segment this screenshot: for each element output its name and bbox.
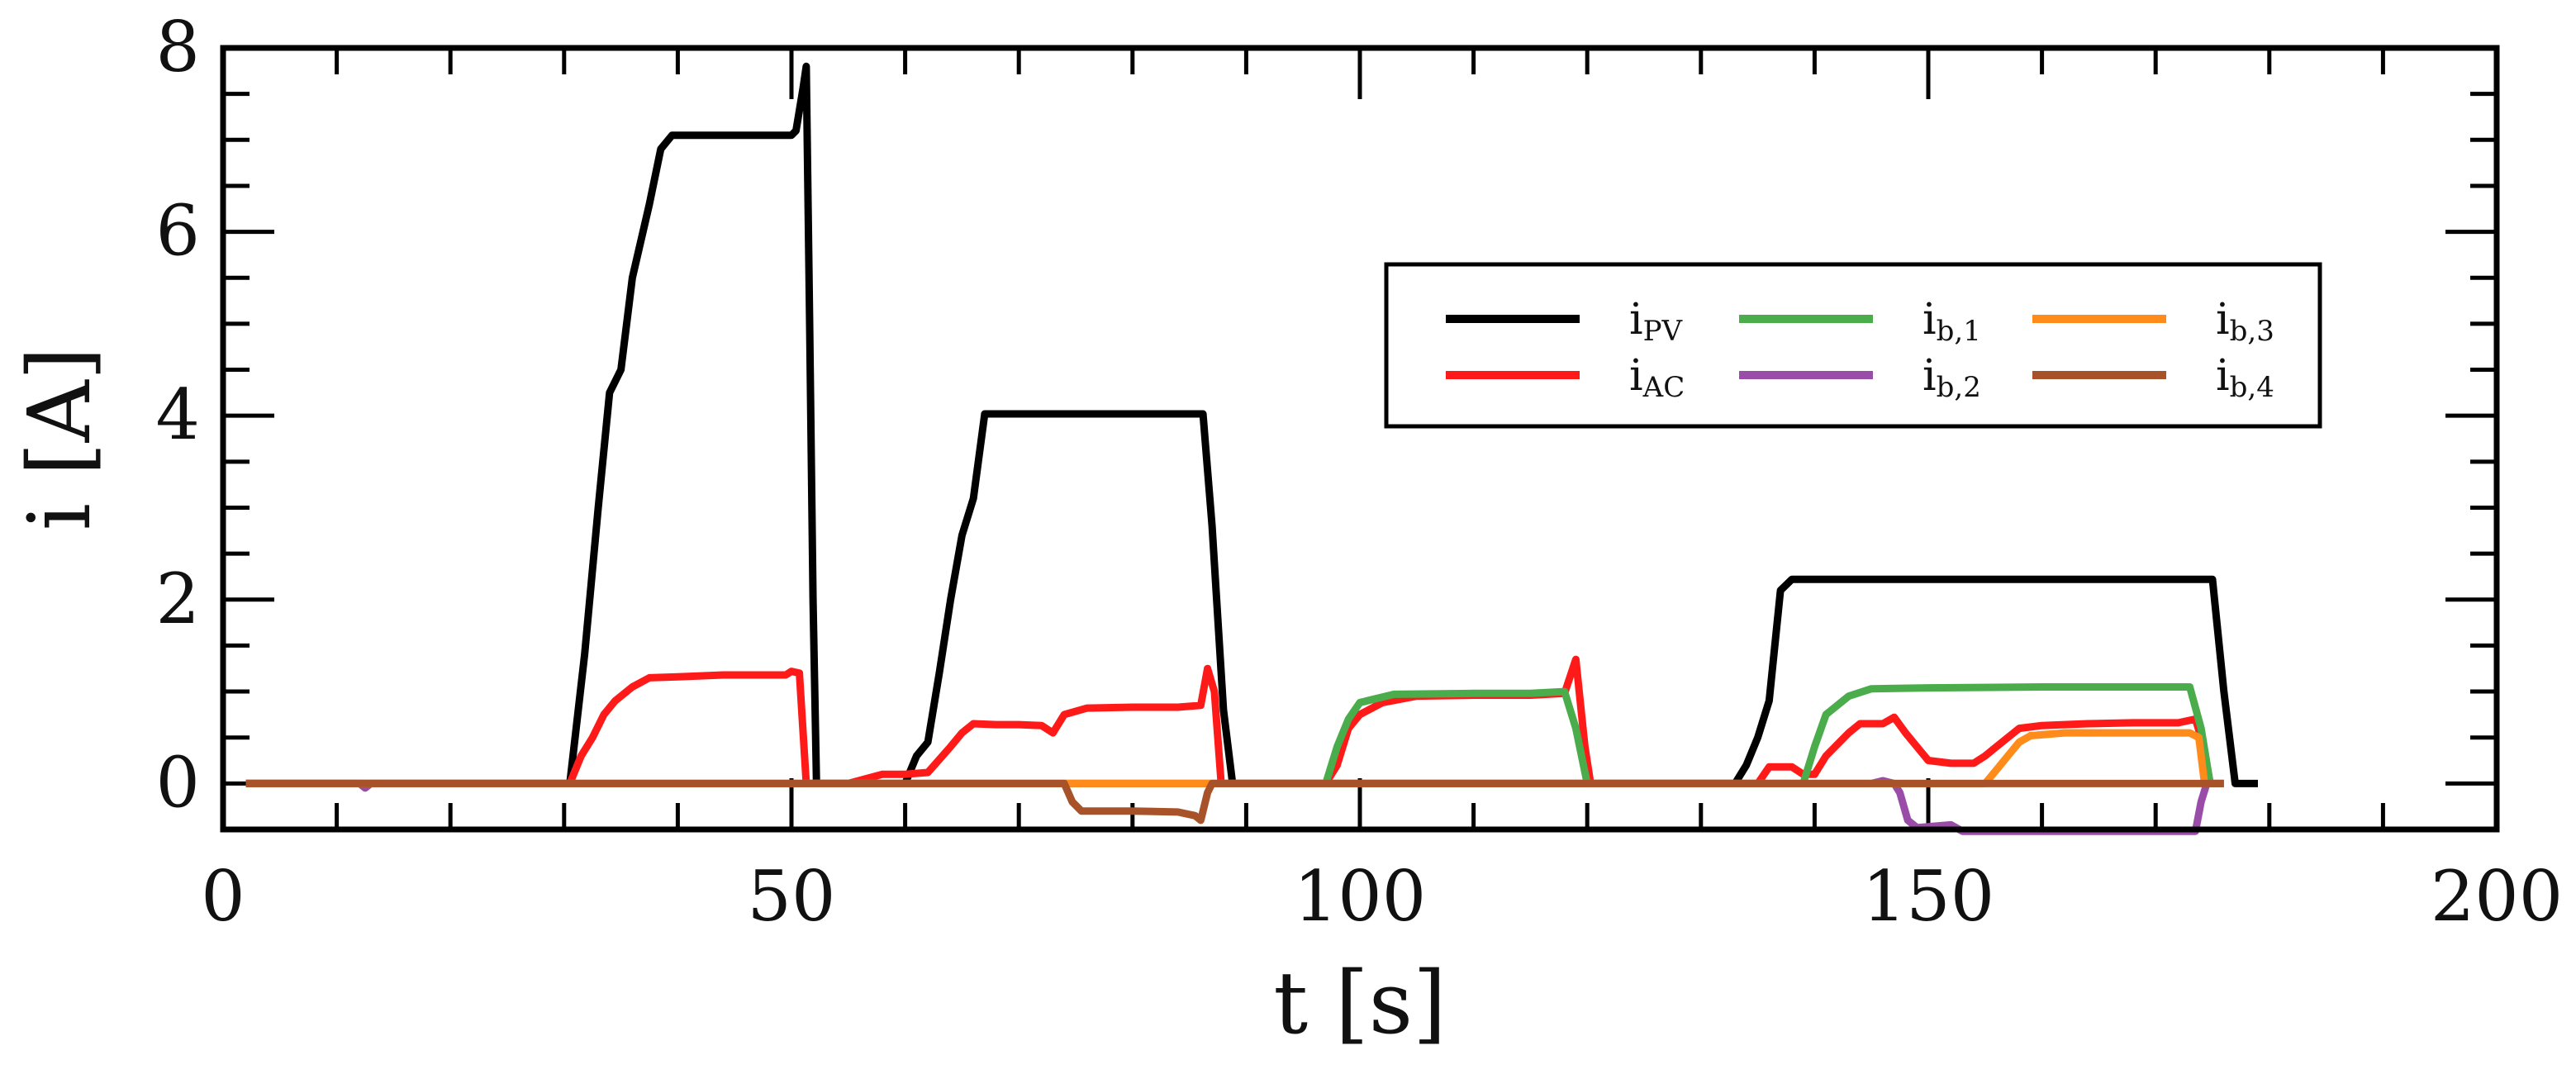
series-line-ib1 xyxy=(245,683,2224,787)
x-tick-label: 200 xyxy=(2431,856,2563,937)
legend-label-sub: PV xyxy=(1643,315,1684,348)
legend-label-ib1: ib,1 xyxy=(1922,295,1981,348)
legend-item-ib4: ib,4 xyxy=(2032,351,2274,404)
legend-label-main: i xyxy=(1629,351,1643,401)
legend-item-ib2: ib,2 xyxy=(1739,351,1981,404)
legend-label-sub: b,3 xyxy=(2230,315,2274,348)
legend-item-iac: iAC xyxy=(1446,351,1685,404)
x-tick-label: 50 xyxy=(748,856,836,937)
series-line-iac xyxy=(245,655,2224,787)
legend-label-sub: b,2 xyxy=(1937,371,1981,404)
legend-label-main: i xyxy=(2216,295,2230,345)
x-tick-label: 100 xyxy=(1294,856,1426,937)
legend-label-main: i xyxy=(1629,295,1643,345)
y-tick-label: 2 xyxy=(156,558,200,639)
x-tick-label: 150 xyxy=(1862,856,1994,937)
series-line-ib4 xyxy=(245,779,2224,825)
legend-label-sub: b,1 xyxy=(1937,315,1981,348)
legend-box xyxy=(1384,262,2322,429)
legend-label-main: i xyxy=(1922,351,1937,401)
legend-label-main: i xyxy=(1922,295,1937,345)
plot-frame xyxy=(220,45,2500,833)
x-tick-label: 0 xyxy=(201,856,245,937)
legend-item-ib1: ib,1 xyxy=(1739,295,1981,348)
y-axis-label: i [A] xyxy=(9,347,110,531)
legend-label-sub: AC xyxy=(1642,371,1685,404)
series-line-ipv xyxy=(245,62,2258,787)
legend-item-ib3: ib,3 xyxy=(2032,295,2274,348)
y-tick-label: 0 xyxy=(156,742,200,823)
legend-label-ib4: ib,4 xyxy=(2216,351,2274,404)
legend-label-main: i xyxy=(2216,351,2230,401)
legend-label-ib3: ib,3 xyxy=(2216,295,2274,348)
tick-labels: 0 50 100 150 200 0 2 4 6 8 xyxy=(156,7,2564,937)
series-line-ib2 xyxy=(245,777,2211,835)
legend-label-ipv: iPV xyxy=(1629,295,1684,348)
legend-label-ib2: ib,2 xyxy=(1922,351,1981,404)
x-axis-label: t [s] xyxy=(1273,953,1446,1053)
legend-item-ipv: iPV xyxy=(1446,295,1684,348)
y-tick-label: 6 xyxy=(156,191,200,272)
legend-label-sub: b,4 xyxy=(2230,371,2274,404)
legend-label-iac: iAC xyxy=(1629,351,1685,404)
series-layer xyxy=(245,62,2258,835)
y-tick-label: 4 xyxy=(156,374,200,455)
y-tick-label: 8 xyxy=(156,7,200,88)
